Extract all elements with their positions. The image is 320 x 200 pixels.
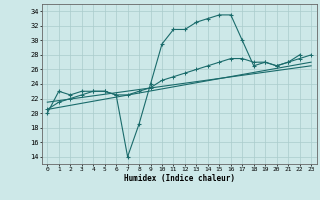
X-axis label: Humidex (Indice chaleur): Humidex (Indice chaleur) <box>124 174 235 183</box>
